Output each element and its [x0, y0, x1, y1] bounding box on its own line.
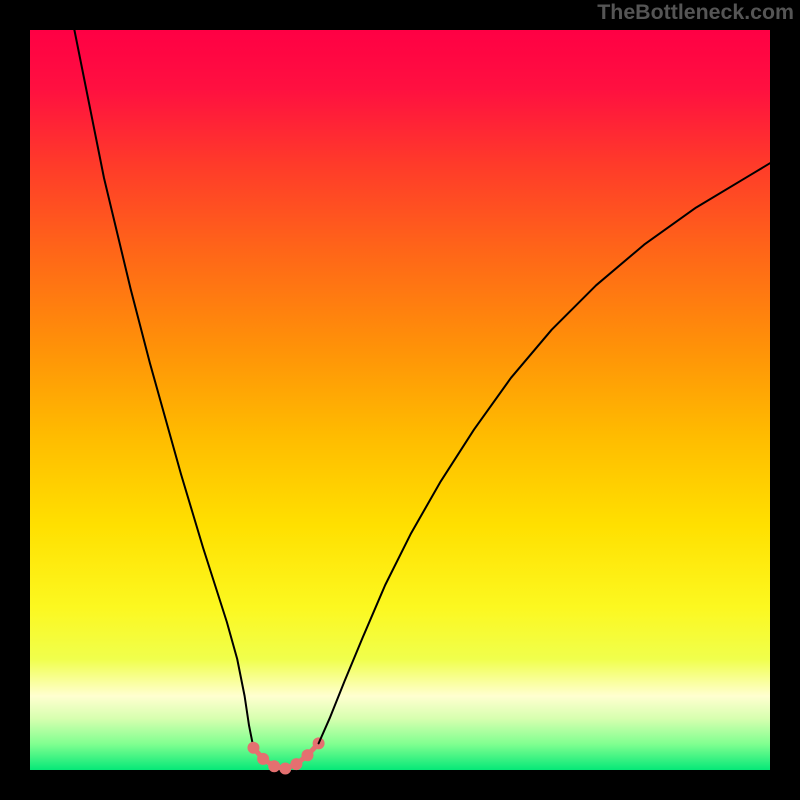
series-bottom-dots-marker [268, 760, 280, 772]
watermark-text: TheBottleneck.com [597, 0, 794, 25]
bottleneck-chart [0, 0, 800, 800]
series-bottom-dots-marker [290, 758, 302, 770]
series-bottom-dots-marker [257, 753, 269, 765]
series-bottom-dots-marker [279, 763, 291, 775]
series-bottom-dots-marker [302, 749, 314, 761]
series-bottom-dots-marker [247, 742, 259, 754]
